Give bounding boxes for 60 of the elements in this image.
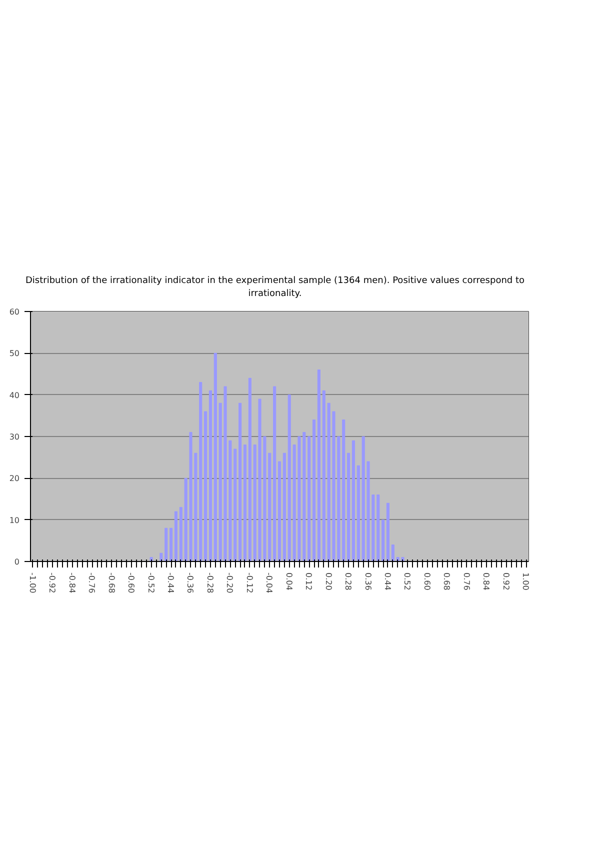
x-tick-label: -0.68 [106,572,116,593]
y-tick-label: 30 [9,432,20,442]
bar [391,544,394,562]
bar [204,410,208,562]
bar [282,452,286,562]
x-tick-label: 0.12 [304,572,314,590]
bar [169,528,173,562]
bar [150,556,153,562]
x-tick-label: -0.04 [264,572,274,593]
x-tick-label: -0.28 [205,572,214,593]
x-tick-label: 0.28 [344,572,353,590]
bar [174,510,178,562]
bar [342,419,346,562]
x-tick-label: 1.00 [521,572,530,590]
x-tick-label: 0.20 [324,572,333,590]
bar [382,519,385,562]
x-tick-label: -1.00 [28,572,37,593]
bar [214,352,217,562]
bar [312,419,316,562]
bar [317,369,320,562]
x-tick-label: 0.76 [462,572,471,590]
y-tick-label: 50 [9,348,20,358]
y-tick-label: 10 [9,516,20,525]
bar [346,452,350,562]
x-tick-label: 0.68 [442,572,452,590]
x-tick-label: -0.12 [244,572,254,593]
bar [386,502,390,562]
x-tick-label: -0.60 [126,572,136,593]
x-tick-label: -0.84 [67,572,76,593]
bar [278,460,282,562]
x-tick-label: 0.52 [402,572,412,590]
bar [376,494,380,562]
bar [248,378,252,562]
bar [164,528,168,562]
y-tick-label: 40 [9,390,20,400]
x-tick-label: -0.20 [225,572,234,593]
bar [238,402,242,562]
y-tick-label: 20 [9,474,20,483]
x-tick-label: 0.92 [501,572,510,590]
bar [243,444,247,562]
x-tick-label: -0.52 [146,572,156,593]
bar [199,382,202,562]
bar [273,386,276,562]
x-tick-label: -0.76 [87,572,96,593]
bar [208,390,212,562]
chart-title: Distribution of the irrationality indicator in the experimental sample (1364 men). Positive values correspond to irrationality. [24,275,526,301]
x-tick-label: 0.04 [284,572,294,590]
y-tick-label: 60 [9,307,20,316]
x-tick-label: -0.36 [186,572,195,593]
bar [356,465,360,562]
y-tick-label: 0 [14,557,20,566]
x-tick-label: -0.92 [48,572,57,593]
bar [308,436,311,562]
x-tick-label: 0.44 [382,572,392,590]
x-tick-label: 0.36 [363,572,372,590]
x-tick-label: 0.60 [422,572,432,590]
x-tick-label: -0.44 [166,572,176,593]
bar [179,506,182,562]
x-tick-label: 0.84 [482,572,491,590]
bar [352,440,355,562]
